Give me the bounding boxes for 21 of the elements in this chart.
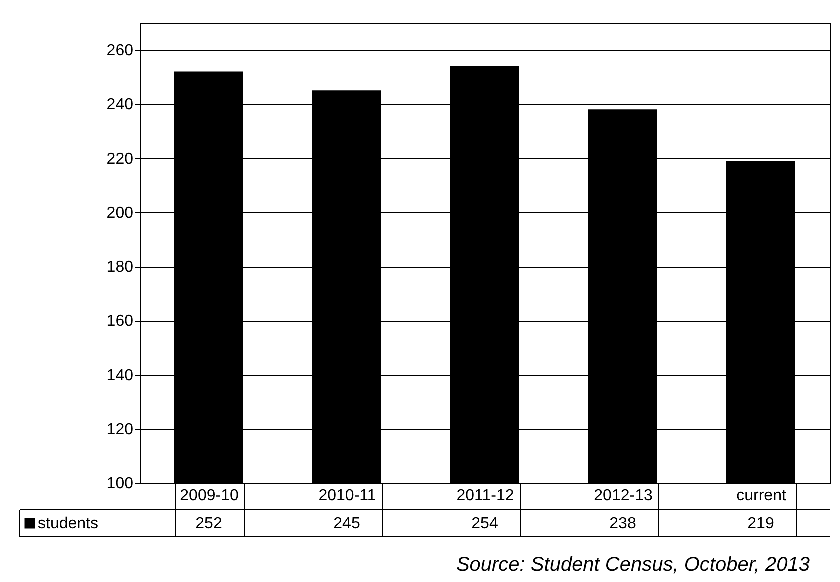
data-label: 219 [748, 516, 774, 532]
y-tick-label: 260 [106, 42, 134, 60]
y-tick-label: 200 [106, 204, 134, 222]
y-tick-label: 100 [106, 476, 134, 492]
data-label: 245 [334, 516, 360, 532]
x-tick-label: 2011-12 [456, 488, 514, 504]
x-tick-label: current [736, 488, 787, 504]
y-tick-label: 240 [106, 96, 134, 114]
source-note: Source: Student Census, October, 2013 [456, 554, 810, 576]
y-tick-label: 180 [106, 259, 134, 276]
x-tick-label: 2010-11 [318, 488, 376, 504]
legend-label: students [38, 516, 98, 532]
x-tick-label: 2012-13 [594, 488, 653, 504]
x-tick-label: 2009-10 [180, 488, 239, 504]
y-tick-label: 160 [106, 313, 134, 330]
y-tick-label: 120 [106, 421, 134, 438]
y-tick-label: 140 [106, 367, 134, 384]
data-label: 238 [610, 516, 636, 532]
y-tick-label: 220 [106, 150, 134, 168]
data-label: 252 [196, 516, 222, 532]
data-label: 254 [472, 516, 498, 532]
